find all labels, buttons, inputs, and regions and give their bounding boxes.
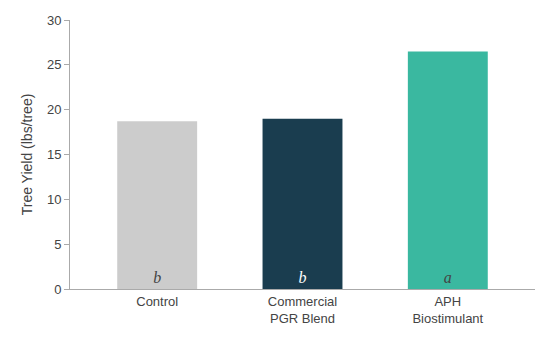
svg-text:30: 30 [47,13,61,28]
svg-text:APHBiostimulant: APHBiostimulant [412,294,483,326]
svg-text:25: 25 [47,57,61,72]
svg-text:Control: Control [136,294,178,309]
svg-text:b: b [153,269,161,286]
svg-text:Tree Yield (lbs/tree): Tree Yield (lbs/tree) [19,94,35,216]
svg-text:5: 5 [54,237,61,252]
svg-text:0: 0 [54,282,61,297]
svg-text:a: a [444,269,452,286]
svg-text:CommercialPGR Blend: CommercialPGR Blend [268,294,337,326]
svg-text:15: 15 [47,147,61,162]
svg-text:20: 20 [47,102,61,117]
svg-text:10: 10 [47,192,61,207]
svg-text:b: b [299,269,307,286]
